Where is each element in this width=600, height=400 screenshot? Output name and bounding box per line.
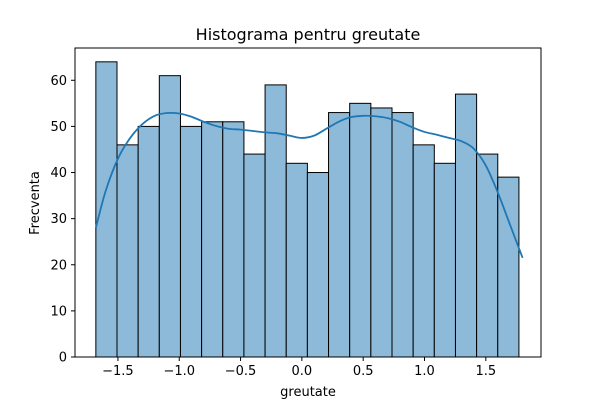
y-tick-label: 0 <box>59 351 67 366</box>
x-axis-ticks: −1.5 −1.0 −0.5 0.0 0.5 1.0 1.5 <box>102 357 496 379</box>
x-tick-label: 0.0 <box>292 364 313 379</box>
x-tick-label: 1.5 <box>475 364 496 379</box>
plot-frame <box>74 47 542 358</box>
x-tick-label: 0.5 <box>353 364 374 379</box>
histogram-bar <box>433 162 456 358</box>
histogram-bar <box>137 125 160 358</box>
histogram-bar <box>158 75 181 358</box>
y-axis-ticks: 0 10 20 30 40 50 60 <box>50 74 75 366</box>
x-tick-label: 1.0 <box>414 364 435 379</box>
histogram-bar <box>95 61 118 358</box>
histogram-bar <box>454 93 478 358</box>
x-tick-label: −0.5 <box>225 364 257 379</box>
y-tick-label: 40 <box>50 166 67 181</box>
y-tick-label: 20 <box>50 258 67 273</box>
histogram-bar <box>116 144 139 358</box>
histogram-bar <box>243 153 266 358</box>
histogram-bar <box>328 112 351 358</box>
histogram-bar <box>370 107 393 358</box>
histogram-bar <box>222 121 245 358</box>
histogram-bar <box>497 176 520 358</box>
x-tick-label: −1.0 <box>163 364 195 379</box>
histogram-bar <box>391 112 414 358</box>
y-axis-label: Frecventa <box>28 171 43 235</box>
chart-title: Histograma pentru greutate <box>196 25 421 44</box>
y-tick-label: 10 <box>50 304 67 319</box>
kde-group <box>94 111 524 259</box>
kde-line <box>94 111 524 259</box>
bars-group <box>95 61 520 358</box>
histogram-bar <box>201 121 224 358</box>
histogram-bar <box>264 84 287 358</box>
histogram-bar <box>285 162 308 358</box>
histogram-bar <box>349 102 372 358</box>
histogram-bar <box>179 125 203 358</box>
x-axis-label: greutate <box>280 385 336 400</box>
y-tick-label: 60 <box>50 74 67 89</box>
histogram-bar <box>412 144 435 358</box>
histogram-bar <box>306 172 330 358</box>
y-tick-label: 50 <box>50 120 67 135</box>
y-tick-label: 30 <box>50 212 67 227</box>
x-tick-label: −1.5 <box>102 364 134 379</box>
